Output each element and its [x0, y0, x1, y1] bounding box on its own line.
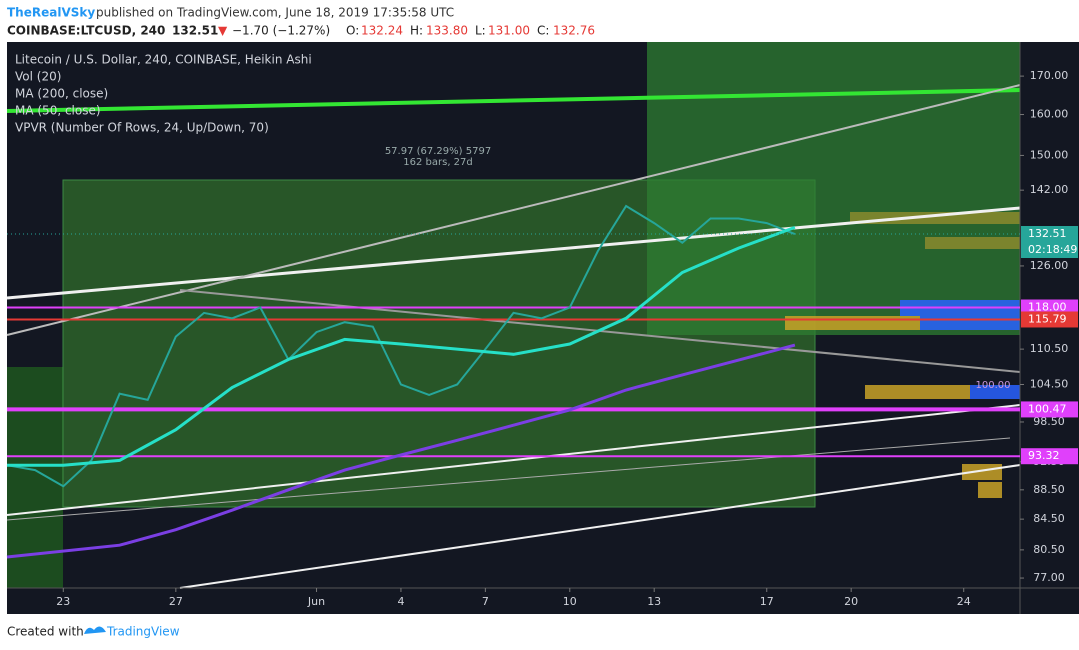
footer-text: Created with [7, 625, 84, 639]
x-tick-label: 7 [482, 595, 489, 608]
y-tick-label: 98.50 [1033, 415, 1065, 428]
last-price: 132.51 [172, 24, 218, 38]
level-label: 100.47 [1028, 402, 1067, 415]
change-arrow: ▼ [218, 24, 228, 38]
countdown: 02:18:49 [1028, 243, 1077, 256]
footer-brand[interactable]: TradingView [106, 625, 180, 639]
current-price-label: 132.51 [1028, 227, 1067, 240]
legend-item: Vol (20) [15, 70, 61, 84]
series-line [7, 225, 796, 467]
footer-bg [0, 614, 1079, 650]
logo [84, 626, 106, 634]
trend-line [6, 437, 1011, 521]
y-tick-label: 110.50 [1030, 342, 1069, 355]
legend-item: MA (200, close) [15, 87, 108, 101]
y-tick-label: 77.00 [1033, 571, 1065, 584]
annotation: 57.97 (67.29%) 5797 [385, 146, 491, 157]
annotation: 162 bars, 27d [403, 157, 473, 168]
vpvr-bar [865, 385, 970, 399]
open: 132.24 [361, 24, 403, 38]
published: published on TradingView.com, June 18, 2… [96, 6, 454, 20]
vpvr-bar [850, 212, 1020, 224]
vpvr-bar [925, 237, 1020, 249]
level-label: 93.32 [1028, 449, 1060, 462]
y-tick-label: 84.50 [1033, 512, 1065, 525]
annotation: 100.00 [976, 380, 1011, 391]
series-line [6, 343, 796, 559]
x-tick-label: 24 [957, 595, 971, 608]
y-tick-label: 170.00 [1030, 69, 1069, 82]
vpvr-bar [785, 316, 920, 330]
legend-item: VPVR (Number Of Rows, 24, Up/Down, 70) [15, 121, 269, 135]
x-tick-label: 13 [647, 595, 661, 608]
change: −1.70 (−1.27%) [232, 24, 330, 38]
open-label: O: [346, 24, 359, 38]
y-tick-label: 142.00 [1030, 183, 1069, 196]
x-tick-label: Jun [307, 595, 325, 608]
vpvr-bar [978, 482, 1002, 498]
legend-item: Litecoin / U.S. Dollar, 240, COINBASE, H… [15, 53, 312, 67]
x-tick-label: 20 [844, 595, 858, 608]
level-label-bg [1021, 401, 1078, 418]
x-tick-label: 23 [56, 595, 70, 608]
close-label: C: [537, 24, 549, 38]
x-tick-label: 27 [169, 595, 183, 608]
legend: Litecoin / U.S. Dollar, 240, COINBASE, H… [15, 53, 312, 135]
level-label-bg [1021, 448, 1078, 465]
trend-line [6, 404, 1021, 516]
x-tick-label: 10 [563, 595, 577, 608]
high: 133.80 [426, 24, 468, 38]
y-tick-label: 150.00 [1030, 148, 1069, 161]
series-line [6, 204, 796, 488]
author[interactable]: TheRealVSky [7, 6, 95, 20]
close: 132.76 [553, 24, 595, 38]
x-tick-label: 4 [397, 595, 404, 608]
low-label: L: [475, 24, 486, 38]
y-tick-label: 126.00 [1030, 259, 1069, 272]
x-tick-label: 17 [760, 595, 774, 608]
trend-line [179, 464, 1021, 589]
y-tick-label: 104.50 [1030, 378, 1069, 391]
vpvr-bar [962, 464, 1002, 480]
level-label-bg [1021, 311, 1078, 328]
trend-line [6, 84, 1021, 336]
y-tick-label: 80.50 [1033, 543, 1065, 556]
trend-line [6, 206, 1021, 300]
high-label: H: [410, 24, 423, 38]
y-tick-label: 88.50 [1033, 483, 1065, 496]
zone [647, 42, 1020, 335]
y-tick-label: 160.00 [1030, 108, 1069, 121]
level-label: 118.00 [1028, 301, 1067, 314]
legend-item: MA (50, close) [15, 104, 101, 118]
symbol: COINBASE:LTCUSD, 240 [7, 24, 165, 38]
current-price-bg [1021, 226, 1078, 259]
trend-line [6, 88, 1021, 113]
level-label: 115.79 [1028, 312, 1067, 325]
low: 131.00 [488, 24, 530, 38]
